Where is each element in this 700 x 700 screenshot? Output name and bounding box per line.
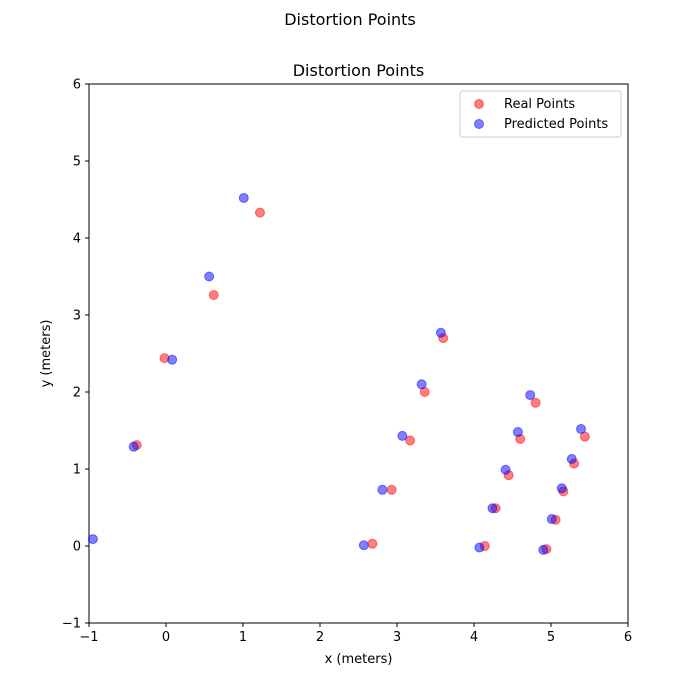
legend: Real Points Predicted Points xyxy=(459,90,622,138)
x-tick-label: 6 xyxy=(624,630,632,645)
legend-marker-predicted xyxy=(474,119,484,129)
predicted-point xyxy=(358,540,369,551)
legend-box xyxy=(459,90,622,138)
y-tick-label: 6 xyxy=(73,78,81,93)
predicted-point xyxy=(377,484,388,495)
legend-label-predicted: Predicted Points xyxy=(504,117,608,132)
y-axis-label: y (meters) xyxy=(39,320,54,388)
points-layer xyxy=(87,192,590,555)
x-tick-label: 0 xyxy=(162,630,170,645)
real-point xyxy=(254,207,265,218)
x-axis: −1 0 1 2 3 4 5 6 xyxy=(79,623,632,645)
real-point xyxy=(530,397,541,408)
predicted-point xyxy=(556,483,567,494)
plot-area xyxy=(88,83,629,624)
real-point xyxy=(367,538,378,549)
predicted-point xyxy=(512,427,523,438)
real-point xyxy=(405,435,416,446)
y-tick-label: 2 xyxy=(73,386,81,401)
predicted-point xyxy=(487,503,498,514)
predicted-point xyxy=(435,327,446,338)
predicted-point xyxy=(525,390,536,401)
predicted-point xyxy=(566,453,577,464)
y-tick-label: 0 xyxy=(73,540,81,555)
predicted-point xyxy=(397,430,408,441)
legend-label-real: Real Points xyxy=(504,97,575,112)
predicted-point xyxy=(87,534,98,545)
real-point xyxy=(386,484,397,495)
real-point xyxy=(579,431,590,442)
x-tick-label: 3 xyxy=(393,630,401,645)
predicted-point xyxy=(538,544,549,555)
predicted-point xyxy=(474,542,485,553)
predicted-point xyxy=(576,423,587,434)
x-tick-label: 5 xyxy=(547,630,555,645)
y-tick-label: −1 xyxy=(62,617,81,632)
real-point xyxy=(208,289,219,300)
x-axis-label: x (meters) xyxy=(325,652,393,667)
chart-title: Distortion Points xyxy=(293,61,425,80)
y-tick-label: 5 xyxy=(73,155,81,170)
predicted-point xyxy=(546,514,557,525)
legend-marker-real xyxy=(474,99,484,109)
predicted-point xyxy=(238,192,249,203)
x-tick-label: 4 xyxy=(470,630,478,645)
y-tick-label: 4 xyxy=(73,232,81,247)
predicted-point xyxy=(416,379,427,390)
y-tick-label: 1 xyxy=(73,463,81,478)
predicted-point xyxy=(167,354,178,365)
y-axis: −1 0 1 2 3 4 5 6 xyxy=(62,78,89,632)
x-tick-label: 2 xyxy=(316,630,324,645)
predicted-point xyxy=(500,464,511,475)
y-tick-label: 3 xyxy=(73,309,81,324)
predicted-point xyxy=(128,441,139,452)
figure-suptitle: Distortion Points xyxy=(284,10,416,29)
x-tick-label: −1 xyxy=(79,630,98,645)
predicted-point xyxy=(204,271,215,282)
x-tick-label: 1 xyxy=(239,630,247,645)
